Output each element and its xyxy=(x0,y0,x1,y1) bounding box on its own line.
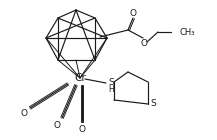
Text: Cr: Cr xyxy=(74,73,86,83)
Text: O: O xyxy=(130,9,136,18)
Text: O: O xyxy=(54,122,61,130)
Text: S: S xyxy=(150,100,156,108)
Text: H: H xyxy=(108,85,114,94)
Text: S: S xyxy=(108,78,114,87)
Text: O: O xyxy=(79,124,85,134)
Text: CH₃: CH₃ xyxy=(179,27,194,37)
Text: O: O xyxy=(140,38,148,47)
Text: O: O xyxy=(20,108,28,117)
